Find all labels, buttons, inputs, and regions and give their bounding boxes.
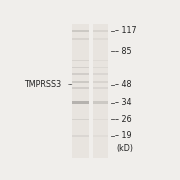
Text: --: -- (68, 80, 73, 89)
Bar (93, 24, 108, 158)
Bar (93, 73, 108, 75)
Bar (72, 87, 89, 89)
Text: – 117: – 117 (115, 26, 136, 35)
Bar (93, 60, 108, 61)
Bar (89, 24, 93, 158)
Bar (93, 30, 108, 32)
Text: – 48: – 48 (115, 80, 131, 89)
Bar (72, 101, 89, 104)
Bar (93, 135, 108, 137)
Bar (93, 66, 108, 68)
Text: – 34: – 34 (115, 98, 131, 107)
Bar (93, 101, 108, 104)
Bar (72, 81, 89, 83)
Bar (72, 38, 89, 40)
Text: – 26: – 26 (115, 115, 131, 124)
Bar (72, 24, 89, 158)
Text: TMPRSS3: TMPRSS3 (24, 80, 61, 89)
Bar (93, 87, 108, 89)
Bar (72, 135, 89, 137)
Text: (kD): (kD) (116, 144, 133, 153)
Bar (72, 119, 89, 120)
Text: – 85: – 85 (115, 47, 131, 56)
Bar (72, 30, 89, 32)
Bar (72, 60, 89, 61)
Bar (72, 73, 89, 75)
Bar (72, 66, 89, 68)
Bar (93, 119, 108, 120)
Text: – 19: – 19 (115, 131, 131, 140)
Bar (93, 38, 108, 40)
Bar (93, 81, 108, 83)
